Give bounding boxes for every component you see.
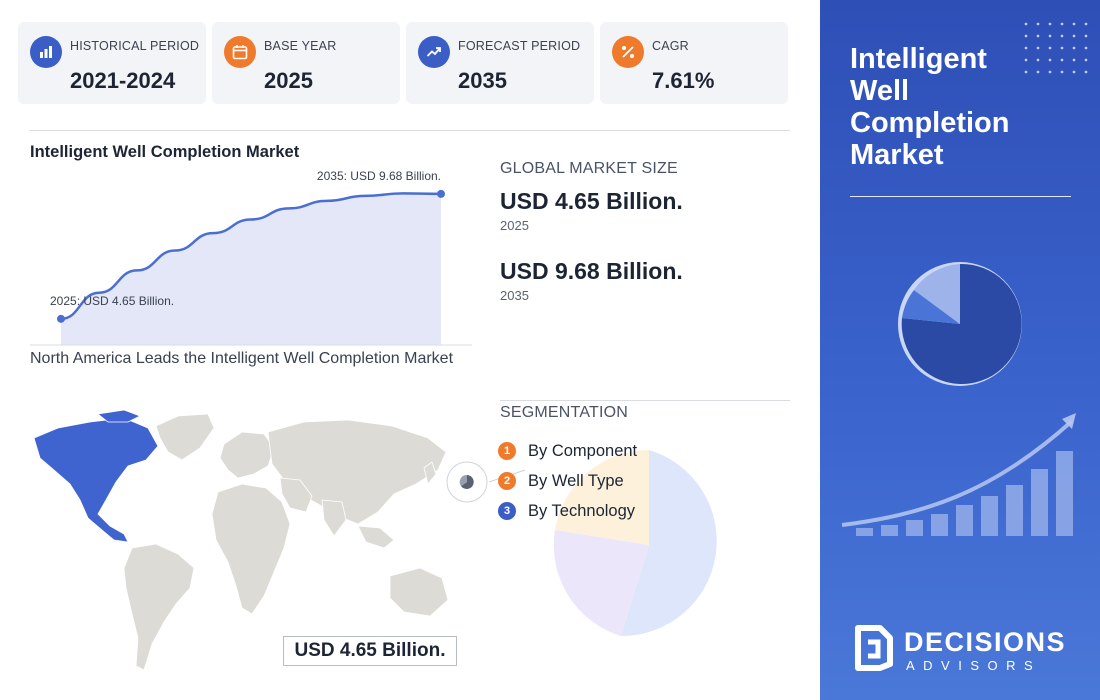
- market-size-year-2025: 2025: [500, 218, 529, 233]
- pie-illustration-slice-large: [901, 263, 1022, 384]
- brand-logo: DECISIONS ADVISORS: [850, 624, 1080, 676]
- kpi-base-year: BASE YEAR 2025: [212, 22, 400, 104]
- chart-title: Intelligent Well Completion Market: [30, 143, 300, 161]
- growth-arrow: [841, 419, 1074, 527]
- kpi-historical-period: HISTORICAL PERIOD 2021-2024: [18, 22, 206, 104]
- growth-bar: [881, 525, 898, 536]
- market-size-year-2035: 2035: [500, 288, 529, 303]
- map-europe: [219, 431, 275, 479]
- kpi-value: 2021-2024: [70, 68, 176, 93]
- map-japan: [423, 461, 437, 485]
- dot-pattern-decoration: [1020, 18, 1090, 80]
- logo-word-primary: DECISIONS: [904, 627, 1067, 657]
- kpi-row: HISTORICAL PERIOD 2021-2024 BASE YEAR 20…: [18, 22, 788, 104]
- calendar-icon: [224, 36, 256, 68]
- map-southeast-asia: [357, 525, 395, 549]
- map-south-america: [123, 543, 195, 671]
- kpi-value: 7.61%: [652, 68, 715, 93]
- mini-pie-slice: [461, 475, 474, 489]
- data-point-start: [57, 314, 65, 323]
- growth-bar: [1006, 485, 1023, 536]
- data-point-end: [437, 189, 445, 198]
- kpi-value: 2035: [458, 68, 507, 93]
- pie-slice-logistics: [621, 450, 717, 637]
- map-canada-islands: [97, 409, 141, 423]
- market-growth-chart: 2025: USD 4.65 Billion. 2035: USD 9.68 B…: [30, 169, 472, 346]
- map-value-badge: USD 4.65 Billion.: [283, 636, 457, 666]
- area-fill: [61, 193, 441, 345]
- segment-item-well-type[interactable]: 2 By Well Type: [498, 466, 637, 496]
- map-australia: [389, 567, 449, 617]
- map-title: North America Leads the Intelligent Well…: [30, 350, 454, 367]
- map-greenland: [155, 413, 215, 461]
- sidebar-panel: Intelligent Well Completion Market DECIS…: [820, 0, 1100, 700]
- segment-number: 2: [498, 472, 516, 490]
- kpi-label: CAGR: [652, 39, 689, 53]
- market-size-value-2035: USD 9.68 Billion.: [500, 258, 683, 284]
- segmentation-heading: SEGMENTATION: [500, 404, 629, 421]
- map-africa: [211, 483, 291, 615]
- map-north-america: [33, 417, 159, 543]
- growth-bar: [856, 528, 873, 536]
- kpi-cagr: CAGR 7.61%: [600, 22, 788, 104]
- pie-illustration-slice-small: [914, 264, 960, 324]
- segment-label: By Component: [528, 441, 638, 460]
- pie-illustration-slice-medium: [902, 290, 960, 324]
- segment-number: 1: [498, 442, 516, 460]
- growth-bar: [906, 520, 923, 536]
- kpi-value: 2025: [264, 68, 313, 93]
- segment-item-component[interactable]: 1 By Component: [498, 436, 637, 466]
- pie-slice-other: [555, 449, 649, 545]
- pie-chart-illustration: [898, 262, 1022, 386]
- divider: [30, 130, 790, 131]
- segment-label: By Well Type: [528, 471, 624, 490]
- trend-up-icon: [418, 36, 450, 68]
- data-label-start: 2025: USD 4.65 Billion.: [50, 294, 174, 308]
- sidebar-divider: [850, 196, 1071, 197]
- sidebar-title: Intelligent Well Completion Market: [850, 43, 1010, 171]
- logo-word-secondary: ADVISORS: [906, 658, 1042, 673]
- divider: [500, 400, 790, 401]
- logo-mark-icon: [855, 625, 893, 671]
- percent-icon: [612, 36, 644, 68]
- segment-number: 3: [498, 502, 516, 520]
- kpi-label: BASE YEAR: [264, 39, 337, 53]
- growth-bar: [1031, 469, 1048, 536]
- growth-bar: [1056, 451, 1073, 536]
- segmentation-pie: [446, 449, 717, 637]
- growth-bar: [981, 496, 998, 536]
- kpi-label: HISTORICAL PERIOD: [70, 39, 200, 53]
- map-middle-east: [279, 477, 313, 513]
- segment-item-technology[interactable]: 3 By Technology: [498, 496, 637, 526]
- bar-chart-icon: [30, 36, 62, 68]
- segmentation-list: 1 By Component 2 By Well Type 3 By Techn…: [498, 436, 637, 526]
- growth-bar: [931, 514, 948, 536]
- market-size-value-2025: USD 4.65 Billion.: [500, 188, 683, 214]
- growth-bars-illustration: [841, 413, 1076, 536]
- kpi-forecast-period: FORECAST PERIOD 2035: [406, 22, 594, 104]
- series-line: [60, 192, 442, 321]
- mini-pie-slice: [459, 474, 467, 486]
- growth-arrow-head: [1062, 413, 1076, 429]
- kpi-label: FORECAST PERIOD: [458, 39, 581, 53]
- growth-bar: [956, 505, 973, 536]
- world-map: [33, 409, 449, 671]
- map-india: [321, 499, 347, 537]
- pie-slice-construction: [553, 530, 649, 636]
- market-size-heading: GLOBAL MARKET SIZE: [500, 160, 678, 177]
- segment-label: By Technology: [528, 501, 636, 520]
- data-label-end: 2035: USD 9.68 Billion.: [317, 169, 441, 183]
